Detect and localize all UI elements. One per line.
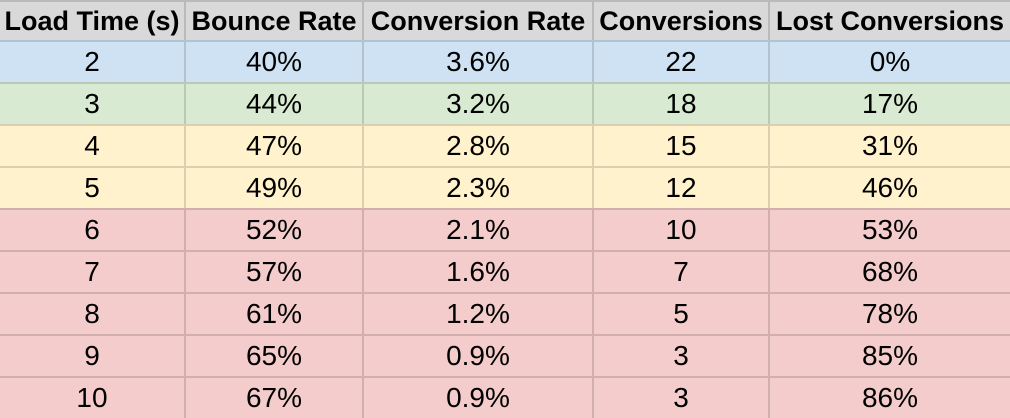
table-cell: 3 xyxy=(0,82,184,124)
table-cell: 3 xyxy=(592,376,768,418)
table-cell: 4 xyxy=(0,124,184,166)
table-cell: 10 xyxy=(592,208,768,250)
table-cell: 1.6% xyxy=(362,250,592,292)
table-cell: 52% xyxy=(184,208,362,250)
table-cell: 12 xyxy=(592,166,768,208)
table-cell: 47% xyxy=(184,124,362,166)
table-row: 10 67% 0.9% 3 86% xyxy=(0,376,1010,418)
table-row: 2 40% 3.6% 22 0% xyxy=(0,40,1010,82)
table-row: 4 47% 2.8% 15 31% xyxy=(0,124,1010,166)
table-cell: 7 xyxy=(592,250,768,292)
column-header: Conversion Rate xyxy=(362,0,592,40)
table-cell: 0.9% xyxy=(362,376,592,418)
table-cell: 61% xyxy=(184,292,362,334)
table-cell: 7 xyxy=(0,250,184,292)
table-cell: 40% xyxy=(184,40,362,82)
table-row: 7 57% 1.6% 7 68% xyxy=(0,250,1010,292)
table-cell: 46% xyxy=(768,166,1010,208)
table-cell: 86% xyxy=(768,376,1010,418)
table-row: 6 52% 2.1% 10 53% xyxy=(0,208,1010,250)
table-cell: 67% xyxy=(184,376,362,418)
column-header: Bounce Rate xyxy=(184,0,362,40)
column-header: Conversions xyxy=(592,0,768,40)
table-row: 5 49% 2.3% 12 46% xyxy=(0,166,1010,208)
table-cell: 3 xyxy=(592,334,768,376)
header-row: Load Time (s) Bounce Rate Conversion Rate C… xyxy=(0,0,1010,40)
table-cell: 5 xyxy=(0,166,184,208)
table-cell: 3.2% xyxy=(362,82,592,124)
table-cell: 5 xyxy=(592,292,768,334)
table-cell: 68% xyxy=(768,250,1010,292)
column-header: Lost Conversions xyxy=(768,0,1010,40)
table-row: 8 61% 1.2% 5 78% xyxy=(0,292,1010,334)
table-cell: 2.1% xyxy=(362,208,592,250)
table-cell: 9 xyxy=(0,334,184,376)
table-cell: 3.6% xyxy=(362,40,592,82)
table-cell: 2.8% xyxy=(362,124,592,166)
table-cell: 44% xyxy=(184,82,362,124)
table-cell: 0.9% xyxy=(362,334,592,376)
table-cell: 18 xyxy=(592,82,768,124)
table-cell: 22 xyxy=(592,40,768,82)
column-header: Load Time (s) xyxy=(0,0,184,40)
table-cell: 78% xyxy=(768,292,1010,334)
table-cell: 2.3% xyxy=(362,166,592,208)
table-cell: 15 xyxy=(592,124,768,166)
table-cell: 0% xyxy=(768,40,1010,82)
table-cell: 10 xyxy=(0,376,184,418)
table-row: 3 44% 3.2% 18 17% xyxy=(0,82,1010,124)
table-cell: 49% xyxy=(184,166,362,208)
table-cell: 1.2% xyxy=(362,292,592,334)
table-cell: 31% xyxy=(768,124,1010,166)
table-cell: 8 xyxy=(0,292,184,334)
table-cell: 6 xyxy=(0,208,184,250)
table-cell: 57% xyxy=(184,250,362,292)
table-cell: 2 xyxy=(0,40,184,82)
table-cell: 65% xyxy=(184,334,362,376)
table-cell: 17% xyxy=(768,82,1010,124)
table-cell: 53% xyxy=(768,208,1010,250)
table-cell: 85% xyxy=(768,334,1010,376)
table-row: 9 65% 0.9% 3 85% xyxy=(0,334,1010,376)
